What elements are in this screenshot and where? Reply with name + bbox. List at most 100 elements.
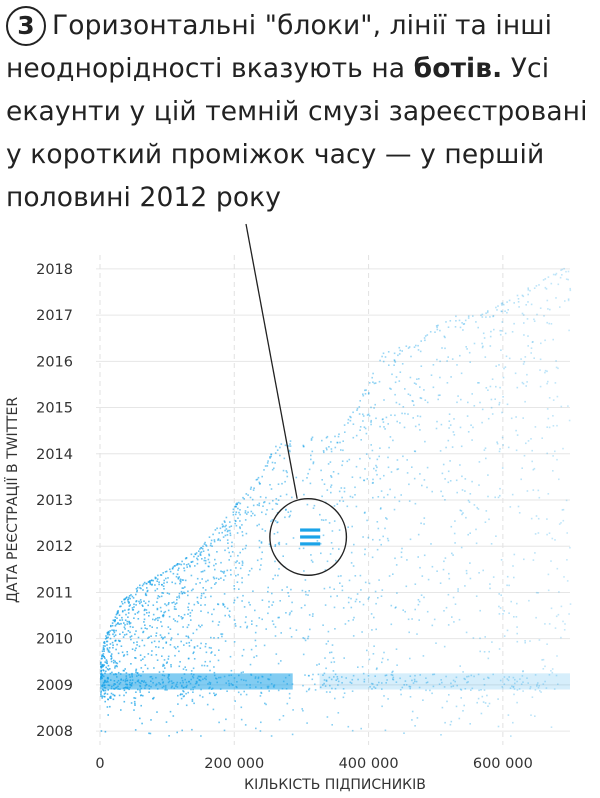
data-point [137, 618, 140, 620]
data-point [286, 471, 288, 474]
data-point [499, 607, 502, 609]
data-point [343, 490, 346, 493]
data-point [375, 602, 377, 605]
data-point [161, 615, 164, 617]
data-point [370, 613, 373, 615]
data-point [334, 435, 336, 438]
data-point [501, 411, 503, 414]
data-point [295, 476, 298, 479]
data-point [366, 478, 369, 480]
data-point [287, 592, 289, 594]
data-point [393, 364, 395, 366]
data-point [123, 626, 126, 628]
data-point [342, 607, 345, 609]
data-point [126, 623, 129, 625]
data-point [488, 702, 491, 705]
data-point [380, 595, 383, 597]
data-point [479, 609, 481, 612]
data-point [507, 309, 509, 311]
data-point [340, 575, 342, 577]
data-point [495, 365, 497, 367]
data-point [312, 461, 315, 463]
data-point [563, 576, 565, 578]
data-point [546, 533, 548, 536]
data-point [100, 667, 103, 669]
data-point [131, 595, 134, 598]
data-point [516, 632, 518, 635]
data-point [112, 619, 115, 622]
data-point [235, 567, 237, 569]
data-point [485, 316, 487, 318]
data-point [144, 664, 147, 666]
data-point [476, 506, 478, 509]
data-point [500, 330, 503, 332]
data-point [364, 389, 366, 392]
data-point [125, 691, 127, 694]
data-point [515, 449, 518, 452]
data-point [312, 507, 315, 509]
data-point [183, 569, 186, 572]
data-point [419, 350, 422, 353]
data-point [491, 641, 493, 643]
data-point [501, 467, 504, 469]
data-point [204, 559, 207, 562]
data-point [114, 634, 117, 636]
data-point [126, 596, 128, 598]
data-point [539, 358, 542, 361]
data-point [268, 690, 270, 692]
data-point [479, 650, 481, 653]
data-point [107, 650, 110, 653]
data-point [440, 423, 443, 426]
data-point [182, 626, 184, 628]
data-point [163, 659, 166, 661]
data-point [550, 726, 553, 728]
data-point [424, 339, 426, 342]
data-point [466, 348, 468, 350]
data-point [459, 464, 461, 466]
data-point [121, 600, 123, 603]
data-point [376, 466, 378, 469]
data-point [203, 543, 206, 545]
data-point [540, 342, 542, 345]
data-point [547, 380, 549, 383]
data-point [394, 496, 396, 499]
data-point [236, 596, 239, 599]
data-point [127, 599, 129, 601]
data-point [100, 730, 103, 732]
data-point [567, 405, 569, 407]
data-point [261, 618, 263, 621]
data-point [228, 614, 230, 617]
data-point [423, 523, 425, 525]
data-point [115, 648, 117, 651]
data-point [384, 729, 387, 732]
data-point [103, 693, 106, 695]
data-point [288, 613, 291, 616]
data-point [178, 596, 181, 599]
data-point [275, 445, 277, 448]
data-point [204, 557, 206, 559]
data-point [214, 558, 216, 561]
data-point [134, 697, 137, 699]
data-point [203, 592, 205, 595]
data-point [110, 653, 113, 655]
data-point [455, 320, 457, 322]
data-point [251, 620, 253, 622]
data-point [327, 630, 330, 633]
data-point [553, 688, 556, 690]
data-point [133, 697, 135, 699]
data-point [161, 584, 163, 586]
data-point [183, 591, 185, 594]
data-point [272, 601, 275, 603]
data-point [302, 637, 304, 639]
data-point [271, 592, 273, 595]
data-point [323, 587, 326, 590]
data-point [192, 652, 194, 655]
data-point [199, 548, 201, 550]
data-point [152, 579, 154, 582]
data-point [111, 671, 113, 674]
data-point [227, 547, 229, 549]
data-point [233, 585, 235, 587]
data-point [532, 489, 535, 491]
data-point [387, 658, 389, 661]
data-point [555, 297, 557, 299]
